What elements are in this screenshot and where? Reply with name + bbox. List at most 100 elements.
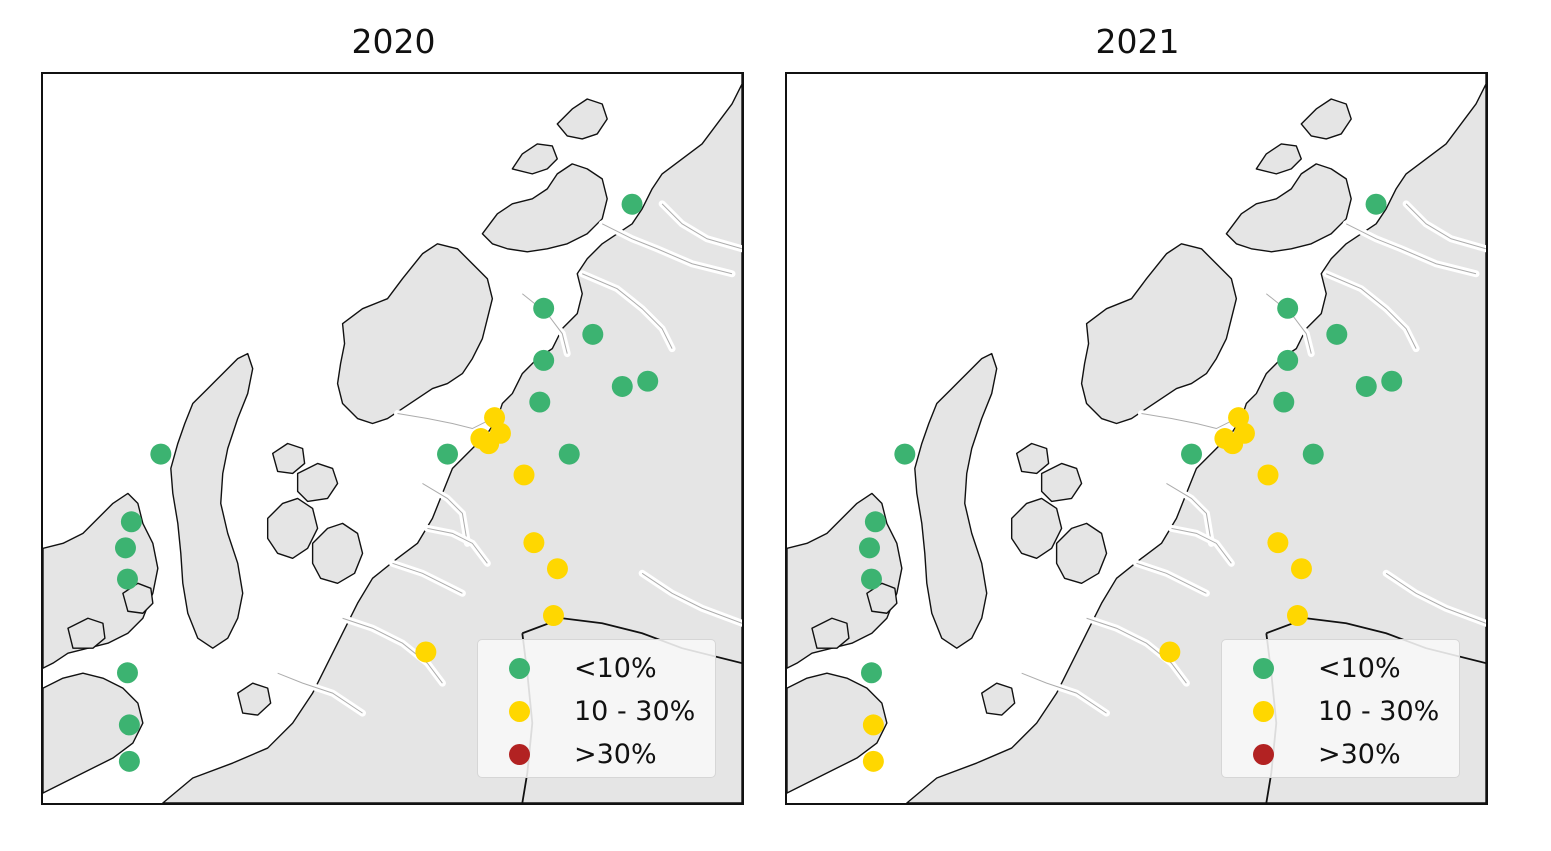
island-landmass	[43, 672, 144, 794]
site-marker-low	[611, 375, 633, 397]
site-marker-low	[860, 662, 882, 684]
island-landmass	[122, 582, 154, 614]
site-marker-medium	[546, 558, 568, 580]
mainland-landmass	[906, 74, 1486, 803]
site-marker-medium	[542, 605, 564, 627]
fjord-coastline	[1141, 413, 1237, 430]
island-landmass	[266, 497, 319, 560]
island-landmass	[1010, 497, 1063, 560]
legend-label-medium: 10 - 30%	[574, 696, 696, 727]
fjord-water	[1322, 270, 1420, 353]
fjord-coastline	[1326, 273, 1417, 349]
island-landmass	[1225, 163, 1352, 253]
map-canvas	[787, 74, 1486, 803]
panel-title: 2020	[351, 22, 436, 61]
fjord-coastline	[1385, 572, 1486, 624]
legend-item-medium: 10 - 30%	[1222, 694, 1461, 730]
fjord-coastline	[1166, 483, 1212, 544]
fjord-coastline	[427, 527, 488, 564]
map-legend: <10% 10 - 30% >30%	[477, 639, 716, 778]
legend-item-medium: 10 - 30%	[478, 694, 717, 730]
map-frame: <10% 10 - 30% >30%	[785, 72, 1488, 805]
site-marker-medium	[1290, 558, 1312, 580]
island-landmass	[914, 352, 998, 649]
site-marker-low	[621, 193, 643, 215]
fjord-water	[339, 614, 446, 687]
site-marker-low	[118, 714, 140, 736]
island-landmass	[1255, 143, 1302, 175]
site-marker-low	[116, 662, 138, 684]
map-frame: <10% 10 - 30% >30%	[41, 72, 744, 805]
island-landmass	[1015, 442, 1050, 475]
fjord-water	[598, 220, 736, 278]
site-marker-low	[533, 349, 555, 371]
site-marker-low	[1326, 323, 1348, 345]
site-marker-medium	[862, 714, 884, 736]
legend-item-low: <10%	[1222, 651, 1461, 687]
legend-label-low: <10%	[574, 653, 657, 684]
fjord-coastline	[1171, 527, 1232, 564]
island-landmass	[811, 617, 850, 649]
site-marker-medium	[1159, 641, 1181, 663]
legend-label-high: >30%	[574, 739, 657, 770]
mainland-landmass	[162, 74, 742, 803]
legend-item-low: <10%	[478, 651, 717, 687]
site-marker-medium	[415, 641, 437, 663]
site-marker-low	[894, 443, 916, 465]
fjord-water	[638, 569, 742, 627]
fjord-coastline	[397, 413, 493, 430]
legend-label-medium: 10 - 30%	[1318, 696, 1440, 727]
fjord-water	[1402, 200, 1486, 253]
land-layer	[787, 74, 1486, 803]
site-marker-low	[864, 511, 886, 533]
fjord-water	[1342, 220, 1480, 278]
island-landmass	[311, 522, 364, 584]
site-marker-low	[637, 370, 659, 392]
map-canvas	[43, 74, 742, 803]
site-marker-low	[118, 750, 140, 772]
island-landmass	[43, 492, 159, 669]
site-marker-low	[150, 443, 172, 465]
fjord-water	[393, 410, 496, 433]
site-marker-low	[1381, 370, 1403, 392]
island-landmass	[1055, 522, 1108, 584]
island-landmass	[866, 582, 898, 614]
site-marker-low	[114, 537, 136, 559]
island-landmass	[1080, 243, 1238, 425]
fjord-coastline	[392, 562, 463, 594]
site-marker-low	[116, 568, 138, 590]
fjord-water	[423, 524, 491, 567]
fjord-water	[578, 270, 676, 353]
island-landmass	[787, 492, 903, 669]
site-layer	[858, 193, 1403, 772]
fjord-water	[274, 669, 367, 717]
site-marker-low	[1302, 443, 1324, 465]
fjord-water	[1137, 410, 1240, 433]
island-landmass	[556, 98, 608, 140]
site-layer	[114, 193, 659, 772]
island-landmass	[237, 682, 272, 716]
fjord-coastline	[342, 617, 443, 684]
island-landmass	[481, 163, 608, 253]
fjord-water	[418, 479, 471, 547]
fjord-coastline	[641, 572, 742, 624]
fjord-coastline	[582, 273, 673, 349]
site-marker-low	[558, 443, 580, 465]
site-marker-medium	[1267, 532, 1289, 554]
legend-marker-high	[509, 744, 530, 765]
fjord-water	[389, 559, 466, 597]
legend-marker-high	[1253, 744, 1274, 765]
legend-marker-low	[509, 658, 530, 679]
fjord-coastline	[422, 483, 468, 544]
site-marker-medium	[862, 750, 884, 772]
map-panel-2020: 2020 <10% 10 - 30% >30%	[41, 0, 746, 851]
island-landmass	[336, 243, 494, 425]
fjord-coastline	[277, 672, 363, 714]
site-marker-low	[1277, 349, 1299, 371]
island-landmass	[271, 442, 306, 475]
panel-title: 2021	[1095, 22, 1180, 61]
fjord-coastline	[1086, 617, 1187, 684]
site-marker-low	[582, 323, 604, 345]
site-marker-low	[858, 537, 880, 559]
site-marker-medium	[1222, 433, 1244, 455]
